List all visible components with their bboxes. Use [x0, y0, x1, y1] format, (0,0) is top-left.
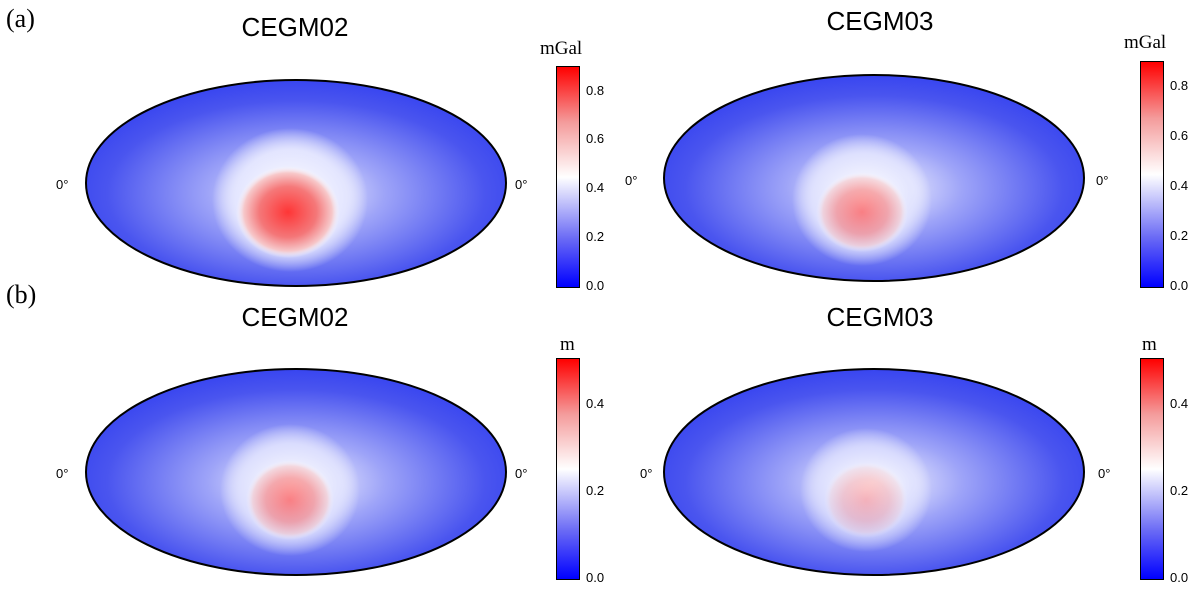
colorbar-a-right [1140, 61, 1164, 288]
anomaly-a-left [236, 166, 340, 258]
tick-b-right-1: 0.2 [1170, 483, 1189, 498]
anomaly-b-left [246, 460, 334, 540]
lat-label-b-right-west: 0° [640, 466, 653, 481]
tick-a-right-1: 0.2 [1170, 228, 1189, 243]
tick-a-left-3: 0.6 [586, 131, 605, 146]
tick-a-right-0: 0.0 [1170, 278, 1189, 293]
tick-a-left-1: 0.2 [586, 229, 605, 244]
tick-a-right-4: 0.8 [1170, 78, 1189, 93]
map-a-left [86, 80, 506, 286]
tick-a-left-2: 0.4 [586, 180, 605, 195]
lat-label-a-right-east: 0° [1096, 173, 1109, 188]
colorbar-unit-b-right: m [1142, 334, 1157, 355]
map-b-left [86, 369, 506, 575]
colorbar-unit-a-right: mGal [1124, 32, 1167, 53]
tick-a-left-0: 0.0 [586, 278, 605, 293]
map-title-a-left: CEGM02 [241, 12, 349, 42]
map-title-a-right: CEGM03 [826, 6, 934, 36]
colorbar-b-right [1140, 358, 1164, 580]
lat-label-a-left-west: 0° [56, 177, 69, 192]
tick-a-left-4: 0.8 [586, 83, 605, 98]
tick-a-right-3: 0.6 [1170, 128, 1189, 143]
anomaly-a-right [816, 172, 908, 252]
tick-a-right-2: 0.4 [1170, 178, 1189, 193]
panel-label-a: (a) [6, 4, 35, 33]
anomaly-b-right [824, 462, 908, 538]
map-title-b-left: CEGM02 [241, 302, 349, 332]
colorbar-unit-a-left: mGal [540, 38, 583, 59]
lat-label-b-right-east: 0° [1098, 466, 1111, 481]
colorbar-b-left [556, 358, 580, 580]
tick-b-left-0: 0.0 [586, 570, 605, 585]
tick-b-left-2: 0.4 [586, 396, 605, 411]
lat-label-a-left-east: 0° [515, 177, 528, 192]
map-title-b-right: CEGM03 [826, 302, 934, 332]
colorbar-a-left [556, 66, 580, 288]
tick-b-right-2: 0.4 [1170, 396, 1189, 411]
lat-label-b-left-west: 0° [56, 466, 69, 481]
map-b-right [664, 369, 1084, 575]
tick-b-right-0: 0.0 [1170, 570, 1189, 585]
lat-label-b-left-east: 0° [515, 466, 528, 481]
colorbar-unit-b-left: m [560, 334, 575, 355]
panel-label-b: (b) [6, 280, 37, 309]
tick-b-left-1: 0.2 [586, 483, 605, 498]
lat-label-a-right-west: 0° [625, 173, 638, 188]
map-a-right [664, 75, 1084, 281]
